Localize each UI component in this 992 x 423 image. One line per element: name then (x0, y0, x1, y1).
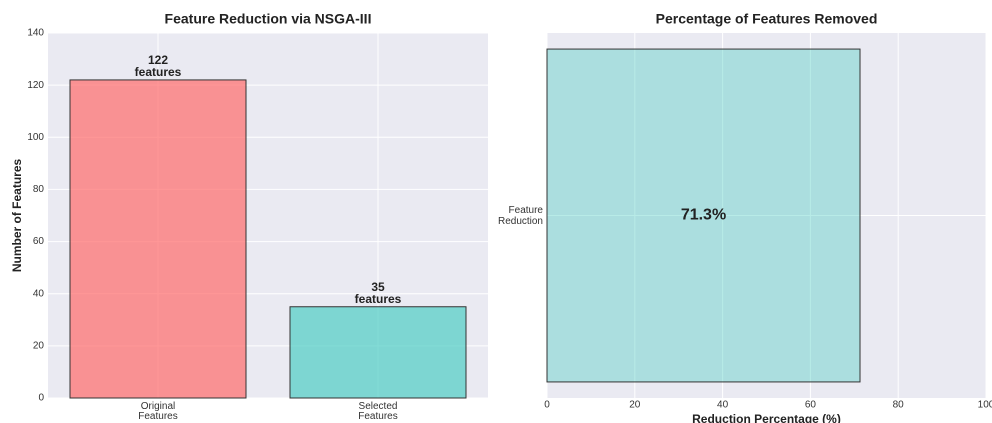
x-tick-label: Original Features (138, 401, 177, 422)
y-tick-label: Feature Reduction (498, 205, 543, 227)
y-tick-label: 60 (33, 236, 45, 247)
y-tick-label: 80 (33, 184, 45, 195)
x-tick-label: 100 (978, 400, 992, 411)
x-tick-label: 60 (805, 400, 817, 411)
x-tick-label: 20 (629, 400, 641, 411)
chart-title: Feature Reduction via NSGA-III (165, 11, 372, 27)
y-tick-label: 100 (27, 132, 44, 143)
y-tick-label: 120 (27, 80, 44, 91)
y-tick-label: 140 (27, 28, 44, 39)
value-label: 71.3% (681, 207, 726, 224)
x-tick-label: 40 (717, 400, 729, 411)
x-axis-label: Reduction Percentage (%) (692, 412, 841, 423)
value-label: 122 features (135, 53, 182, 79)
y-tick-label: 0 (38, 393, 44, 404)
x-tick-label: 80 (893, 400, 905, 411)
y-axis-label: Number of Features (10, 158, 24, 272)
x-tick-label: 0 (544, 400, 550, 411)
y-tick-label: 40 (33, 288, 45, 299)
bar (546, 48, 861, 383)
chart-title: Percentage of Features Removed (656, 11, 878, 27)
y-tick-label: 20 (33, 340, 45, 351)
x-tick-label: Selected Features (358, 401, 397, 422)
bar (69, 79, 247, 399)
bar (289, 306, 467, 399)
value-label: 35 features (355, 280, 402, 306)
